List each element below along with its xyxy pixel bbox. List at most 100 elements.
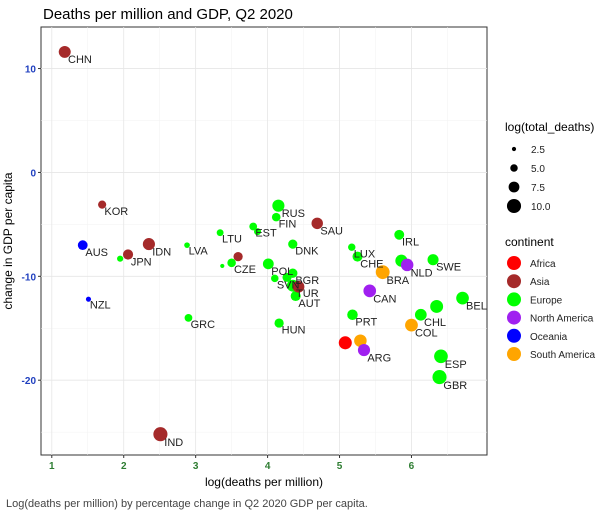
x-tick-label: 1: [49, 461, 55, 472]
x-tick-label: 6: [409, 461, 415, 472]
data-label: SVN: [277, 279, 300, 291]
data-label: ESP: [445, 359, 467, 371]
y-axis-title: change in GDP per capita: [1, 172, 15, 310]
data-label: CHL: [424, 317, 446, 329]
data-label: COL: [415, 328, 438, 340]
color-legend-key: [507, 310, 521, 325]
size-legend-label: 7.5: [531, 183, 545, 194]
data-point: [375, 265, 390, 280]
data-point: [254, 228, 262, 236]
data-point: [117, 255, 124, 262]
size-legend-title: log(total_deaths): [505, 120, 594, 134]
y-tick-label: 10: [25, 65, 37, 76]
data-label: SAU: [320, 225, 343, 237]
data-label: NLD: [411, 267, 433, 279]
data-point: [58, 45, 71, 58]
figure-caption: Log(deaths per million) by percentage ch…: [6, 498, 368, 510]
data-label: BGR: [295, 275, 319, 287]
color-legend-label: Oceania: [530, 332, 568, 343]
data-label: NZL: [90, 300, 111, 312]
data-point: [354, 334, 367, 347]
data-point: [274, 318, 284, 328]
data-point: [271, 212, 281, 222]
data-label: CAN: [373, 293, 396, 305]
data-label: TUR: [296, 288, 319, 300]
data-point: [288, 239, 298, 249]
color-legend-label: Europe: [530, 295, 563, 306]
data-label: LVA: [189, 246, 209, 258]
axis-layer: 1 2 3 4 5 6 10 0 -10 -20: [22, 65, 415, 472]
data-point: [352, 251, 363, 262]
data-label: CHE: [360, 258, 383, 270]
data-label: IRL: [402, 236, 419, 248]
data-label: EST: [255, 228, 277, 240]
data-label: GRC: [191, 319, 216, 331]
data-label: POL: [271, 266, 293, 278]
data-point: [85, 296, 92, 302]
data-label: KOR: [104, 206, 128, 218]
data-point: [348, 243, 356, 251]
data-point: [357, 344, 371, 357]
x-tick-label: 2: [121, 461, 127, 472]
data-point: [271, 274, 279, 283]
color-legend-label: Africa: [530, 259, 556, 270]
data-point: [434, 349, 448, 364]
chart-title: Deaths per million and GDP, Q2 2020: [43, 6, 293, 23]
data-point: [400, 258, 414, 272]
data-label: SWE: [436, 262, 461, 274]
color-legend-title: continent: [505, 235, 554, 249]
data-label: AUS: [85, 247, 108, 259]
data-label: LTU: [222, 234, 242, 246]
data-label: AUT: [298, 298, 320, 310]
data-point: [142, 238, 155, 251]
data-point: [220, 263, 225, 269]
color-legend-label: Asia: [530, 277, 550, 288]
x-tick-label: 5: [337, 461, 343, 472]
data-point: [233, 251, 243, 262]
color-legend-label: South America: [530, 350, 595, 361]
data-label: JPN: [131, 256, 152, 268]
data-point: [77, 240, 88, 251]
y-tick-label: -10: [22, 272, 37, 283]
size-legend-key: [508, 181, 520, 193]
size-legend: log(total_deaths) 2.5 5.0 7.5 10.0: [505, 120, 594, 214]
data-point: [262, 258, 274, 270]
data-label: GBR: [443, 380, 467, 392]
x-axis-title: log(deaths per million): [205, 475, 323, 489]
data-point: [153, 427, 168, 442]
data-label: IND: [164, 437, 183, 449]
color-legend-key: [507, 274, 521, 289]
color-legend-label: North America: [530, 314, 594, 325]
data-point: [216, 229, 224, 237]
data-label: RUS: [282, 208, 305, 220]
x-tick-label: 3: [193, 461, 199, 472]
size-legend-label: 10.0: [531, 202, 551, 213]
data-label: DNK: [295, 246, 319, 258]
data-label: BRA: [386, 275, 409, 287]
data-label: CHN: [68, 54, 92, 66]
data-point: [98, 200, 107, 209]
data-point: [394, 229, 405, 240]
color-legend-key: [507, 328, 521, 343]
data-label: BEL: [466, 301, 487, 313]
data-point: [282, 272, 292, 282]
size-legend-key: [510, 164, 518, 172]
data-point: [184, 313, 193, 322]
data-label: PRT: [355, 317, 377, 329]
plot-panel: [40, 26, 488, 456]
color-legend-key: [507, 347, 521, 361]
size-legend-label: 2.5: [531, 145, 545, 156]
data-point: [290, 291, 301, 302]
data-label: LUX: [354, 248, 376, 260]
size-legend-label: 5.0: [531, 164, 545, 175]
data-point: [249, 222, 258, 231]
data-point: [227, 258, 236, 268]
size-legend-key: [506, 198, 522, 214]
data-point: [272, 199, 285, 212]
data-point: [122, 249, 134, 260]
point-layer: [58, 45, 469, 442]
data-point: [405, 318, 418, 332]
data-point: [432, 370, 447, 385]
data-label: HUN: [282, 325, 306, 337]
